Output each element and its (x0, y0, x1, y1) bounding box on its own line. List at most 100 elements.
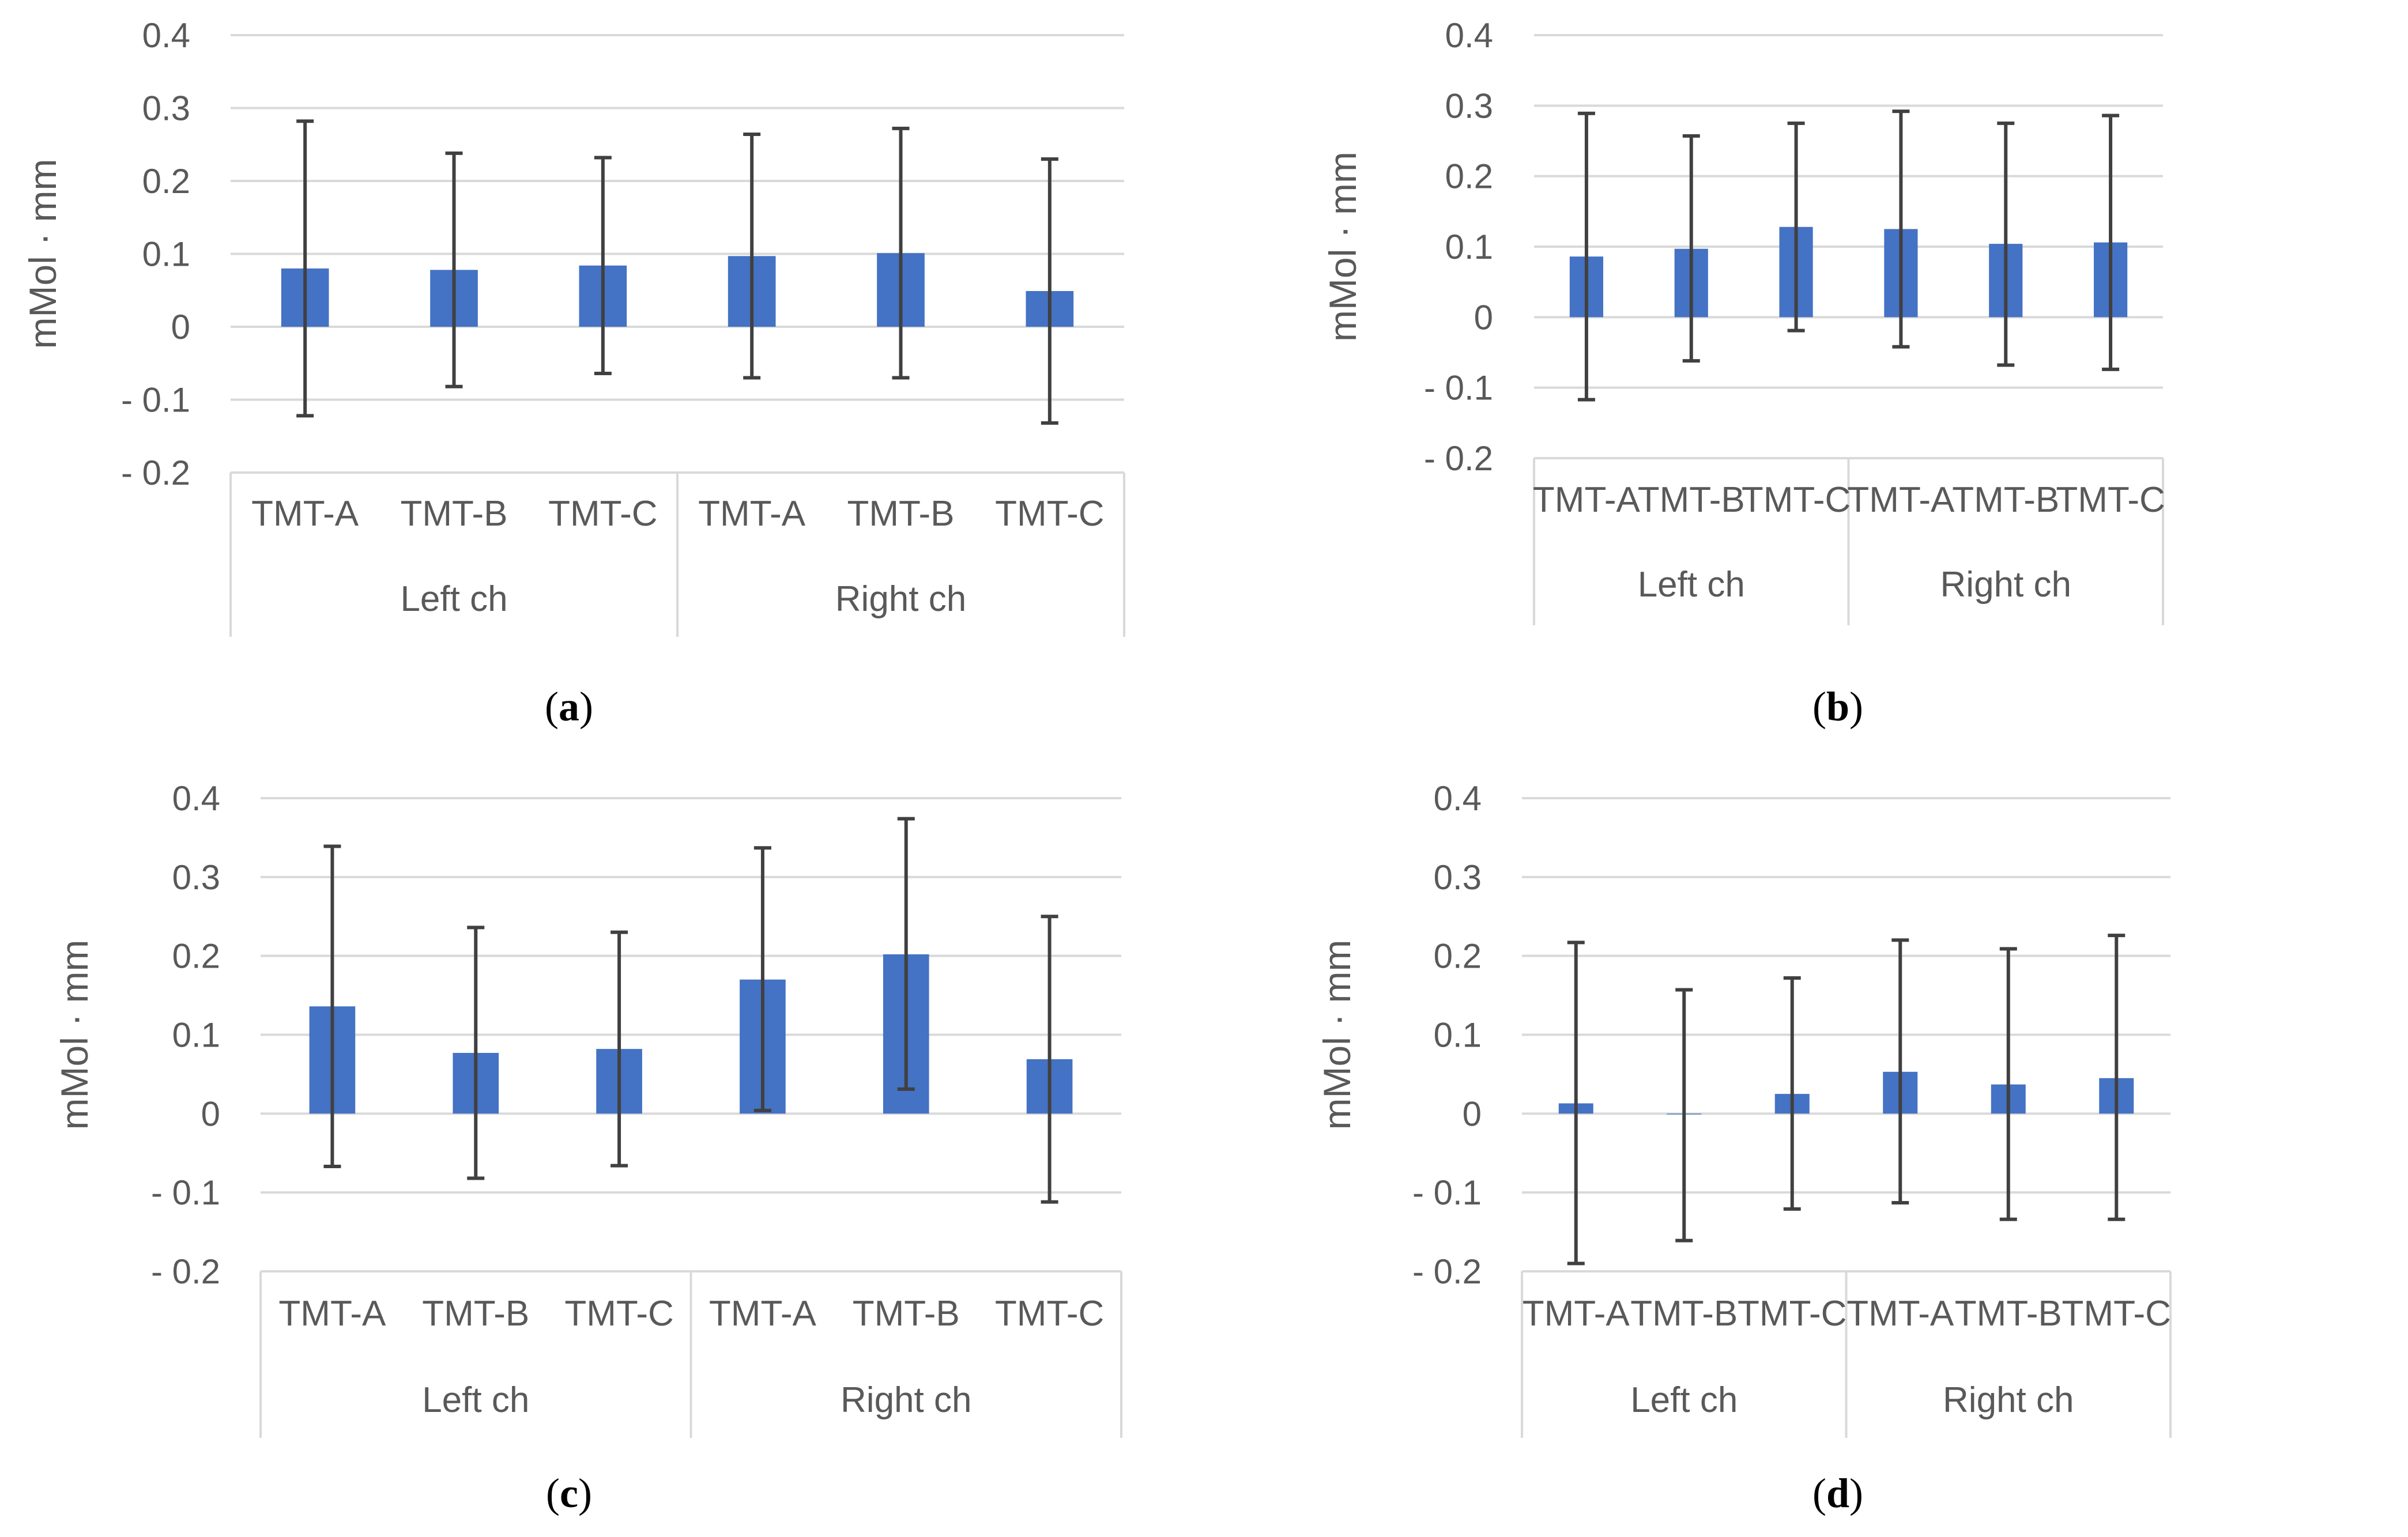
y-tick-label: - 0.1 (1424, 369, 1493, 407)
caption-open-paren: ( (1812, 1470, 1826, 1516)
panel-caption: (d) (1812, 1470, 1863, 1516)
group-label: Right ch (835, 579, 966, 619)
error-bar (594, 156, 612, 375)
x-tick-label: TMT-C (2056, 480, 2165, 520)
x-tick-label: TMT-B (1955, 1294, 2062, 1334)
y-tick-label: 0.2 (142, 162, 190, 201)
error-bar (467, 926, 485, 1180)
error-bar (2108, 934, 2126, 1221)
group-label: Left ch (1630, 1380, 1738, 1420)
chart-panel-a: 0.4 0.3 0.2 0.1 0 - 0.1 - 0.2 mMol · mm TMT-A TMT… (21, 16, 1125, 730)
error-bar (1783, 976, 1801, 1211)
panel-caption: (c) (546, 1470, 592, 1516)
x-tick-label: TMT-A (278, 1294, 386, 1334)
x-tick-label: TMT-C (2062, 1294, 2171, 1334)
panel-caption: (b) (1812, 683, 1863, 730)
x-tick-label: TMT-A (709, 1294, 817, 1334)
error-bar (1567, 941, 1585, 1266)
x-tick-label: TMT-C (564, 1294, 673, 1334)
caption-close-paren: ) (1849, 1470, 1863, 1516)
caption-letter: a (559, 683, 579, 730)
error-bar (743, 133, 761, 380)
error-bar (296, 119, 314, 418)
chart-panel-c: 0.4 0.3 0.2 0.1 0 - 0.1 - 0.2 mMol · mm TMT-A TMT… (53, 779, 1122, 1516)
x-tick-label: TMT-C (995, 494, 1104, 534)
group-label: Left ch (400, 579, 507, 619)
y-tick-label: 0.3 (142, 89, 190, 128)
x-tick-label: TMT-A (1847, 480, 1955, 520)
x-tick-label: TMT-B (847, 494, 955, 534)
caption-open-paren: ( (1812, 683, 1826, 730)
x-tick-label: TMT-C (548, 494, 657, 534)
caption-letter: d (1826, 1470, 1849, 1516)
group-label: Right ch (1940, 565, 2071, 605)
group-label: Left ch (1638, 565, 1745, 605)
x-tick-label: TMT-A (1523, 1294, 1630, 1334)
error-bar (753, 846, 771, 1112)
x-tick-label: TMT-C (995, 1294, 1104, 1334)
error-bar (1892, 109, 1910, 349)
group-label: Left ch (422, 1380, 529, 1420)
caption-close-paren: ) (578, 1470, 592, 1516)
error-bar (1041, 915, 1058, 1204)
error-bar (892, 126, 910, 380)
group-label: Right ch (1943, 1380, 2074, 1420)
y-tick-label: - 0.1 (151, 1173, 220, 1212)
y-tick-label: - 0.2 (151, 1252, 220, 1291)
x-tick-label: TMT-B (1630, 1294, 1738, 1334)
error-bar (1577, 111, 1595, 402)
y-tick-label: 0 (201, 1094, 220, 1133)
y-axis-label: mMol · mm (53, 940, 96, 1130)
error-bar (1999, 947, 2017, 1221)
caption-close-paren: ) (1849, 683, 1863, 730)
x-tick-label: TMT-C (1742, 480, 1851, 520)
y-tick-label: 0.1 (172, 1016, 220, 1055)
x-tick-label: TMT-A (1846, 1294, 1954, 1334)
y-tick-label: 0.2 (1434, 937, 1482, 976)
error-bar (323, 844, 341, 1169)
y-tick-label: 0.1 (1434, 1016, 1482, 1055)
error-bar (1997, 121, 2015, 367)
caption-open-paren: ( (545, 683, 559, 730)
y-tick-label: 0.3 (1434, 858, 1482, 897)
y-tick-label: 0.2 (172, 937, 220, 976)
y-axis-label: mMol · mm (1321, 152, 1364, 342)
y-tick-label: 0 (1463, 1094, 1482, 1133)
x-tick-label: TMT-B (401, 494, 508, 534)
y-tick-label: - 0.2 (1412, 1252, 1482, 1291)
x-tick-label: TMT-C (1738, 1294, 1846, 1334)
y-tick-label: 0 (171, 308, 190, 346)
error-bar (2102, 114, 2120, 371)
y-tick-label: 0.1 (142, 235, 190, 274)
x-tick-label: TMT-B (1952, 480, 2059, 520)
error-bar (1675, 988, 1693, 1243)
y-axis-label: mMol · mm (1316, 940, 1358, 1130)
error-bar (611, 930, 628, 1168)
y-tick-label: 0.3 (1445, 86, 1493, 125)
y-tick-label: 0.4 (142, 16, 190, 55)
error-bar (1787, 121, 1805, 333)
caption-letter: b (1826, 683, 1849, 730)
x-tick-label: TMT-B (1638, 480, 1745, 520)
group-label: Right ch (841, 1380, 971, 1420)
panel-caption: (a) (545, 683, 593, 730)
error-bar (1682, 134, 1700, 363)
y-axis-label: mMol · mm (21, 159, 64, 349)
error-bar (897, 817, 915, 1091)
error-bar (1041, 157, 1058, 425)
y-tick-label: 0.2 (1445, 157, 1493, 196)
y-tick-label: 0 (1474, 298, 1493, 337)
y-tick-label: - 0.1 (1412, 1173, 1482, 1212)
y-tick-label: 0.3 (172, 858, 220, 897)
y-tick-label: - 0.1 (121, 381, 190, 420)
x-tick-label: TMT-A (1533, 480, 1641, 520)
y-tick-label: 0.4 (1434, 779, 1482, 818)
x-tick-label: TMT-A (251, 494, 359, 534)
caption-letter: c (560, 1470, 578, 1516)
y-tick-label: 0.4 (1445, 16, 1493, 55)
x-tick-label: TMT-B (422, 1294, 529, 1334)
error-bar (445, 151, 463, 388)
